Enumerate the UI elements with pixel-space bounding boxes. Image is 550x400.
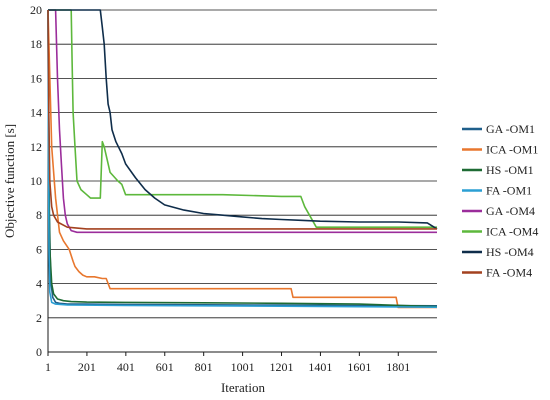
y-tick-label: 20: [30, 3, 42, 17]
x-axis-label: Iteration: [221, 380, 266, 395]
x-tick-label: 401: [117, 360, 135, 374]
x-tick-labels: 1 201 401 601 801 1001 1201 1401 1601 1801: [45, 360, 410, 374]
legend-label: FA -OM1: [486, 184, 532, 198]
x-tick-label: 601: [156, 360, 174, 374]
legend: GA -OM1 ICA -OM1 HS -OM1 FA -OM1 GA -OM4 ICA …: [462, 122, 538, 280]
y-tick-label: 12: [30, 140, 42, 154]
y-axis-label: Objective function [s]: [2, 124, 17, 238]
series-line-3: [47, 9, 438, 308]
legend-label: HS -OM1: [486, 163, 534, 177]
y-tick-label: 18: [30, 37, 42, 51]
y-tick-label: 2: [36, 311, 42, 325]
x-tick-label: 1001: [231, 360, 255, 374]
legend-label: ICA -OM4: [486, 225, 538, 239]
legend-label: FA -OM4: [486, 266, 532, 280]
series-line-7: [47, 9, 437, 230]
y-tick-labels: 0 2 4 6 8 10 12 14 16 18 20: [30, 3, 42, 359]
x-tick-label: 1601: [347, 360, 371, 374]
x-tick-label: 1: [45, 360, 51, 374]
x-tick-label: 201: [78, 360, 96, 374]
legend-label: GA -OM4: [486, 204, 535, 218]
legend-label: HS -OM4: [486, 245, 534, 259]
series-line-2: [47, 9, 438, 308]
x-tick-label: 801: [195, 360, 213, 374]
series-line-4: [48, 9, 437, 234]
legend-label: ICA -OM1: [486, 143, 538, 157]
y-tick-label: 10: [30, 174, 42, 188]
y-tick-label: 4: [36, 277, 42, 291]
series-lines: [47, 9, 438, 309]
x-tick-label: 1801: [386, 360, 410, 374]
y-tick-label: 14: [30, 106, 42, 120]
series-line-6: [48, 9, 438, 230]
y-tick-label: 0: [36, 345, 42, 359]
y-tick-label: 16: [30, 71, 42, 85]
y-tick-label: 8: [36, 208, 42, 222]
series-line-5: [48, 9, 437, 228]
series-line-0: [47, 9, 438, 307]
y-tick-label: 6: [36, 242, 42, 256]
series-line-1: [47, 9, 437, 309]
x-tick-label: 1401: [308, 360, 332, 374]
legend-label: GA -OM1: [486, 122, 535, 136]
gridlines: [48, 9, 437, 353]
x-tick-label: 1201: [270, 360, 294, 374]
